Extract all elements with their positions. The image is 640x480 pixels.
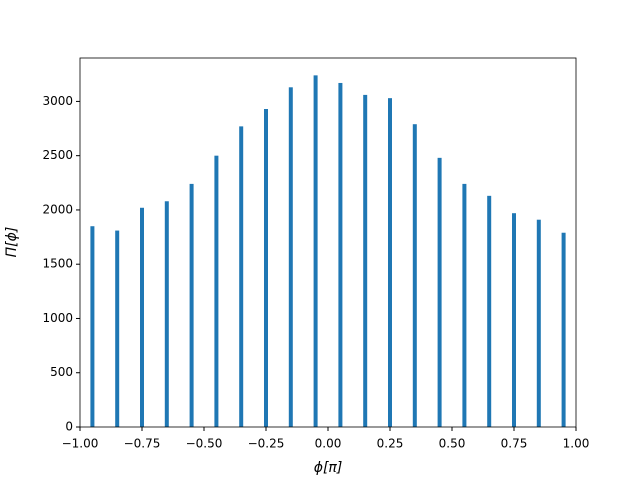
x-tick-label: 0.25: [377, 437, 404, 451]
bar: [512, 213, 516, 427]
x-tick-label: −0.25: [248, 437, 285, 451]
bar: [239, 126, 244, 427]
x-tick-label: 0.50: [439, 437, 466, 451]
bar: [363, 94, 368, 428]
x-tick-label: −0.50: [186, 437, 223, 451]
y-tick-label: 1500: [42, 257, 73, 271]
bar: [140, 207, 144, 427]
y-tick-label: 500: [50, 365, 73, 379]
y-axis-label: Π[ϕ]: [4, 227, 20, 258]
bar: [115, 230, 120, 427]
y-tick-label: 2000: [42, 202, 73, 216]
bar: [561, 232, 566, 427]
bar: [487, 195, 492, 427]
bar: [412, 124, 417, 427]
plot-frame: [79, 57, 577, 428]
bar: [462, 183, 467, 427]
bar: [164, 201, 169, 427]
y-tick-label: 3000: [42, 94, 73, 108]
bar: [90, 226, 95, 427]
y-tick-label: 2500: [42, 148, 73, 162]
x-tick-label: 0.00: [315, 437, 342, 451]
bar: [338, 82, 343, 427]
bar: [388, 98, 392, 427]
y-tick-label: 1000: [42, 311, 73, 325]
x-tick-label: −1.00: [62, 437, 99, 451]
x-axis-label: ϕ[π]: [314, 460, 343, 476]
bar: [288, 87, 293, 427]
x-tick-label: −0.75: [124, 437, 161, 451]
bar: [189, 183, 194, 427]
x-tick-label: 0.75: [501, 437, 528, 451]
x-tick-label: 1.00: [563, 437, 590, 451]
y-tick-label: 0: [65, 420, 73, 434]
bar: [536, 219, 541, 427]
bar: [214, 155, 219, 428]
bar: [437, 157, 442, 428]
bar: [264, 109, 268, 428]
bar: [313, 75, 318, 427]
